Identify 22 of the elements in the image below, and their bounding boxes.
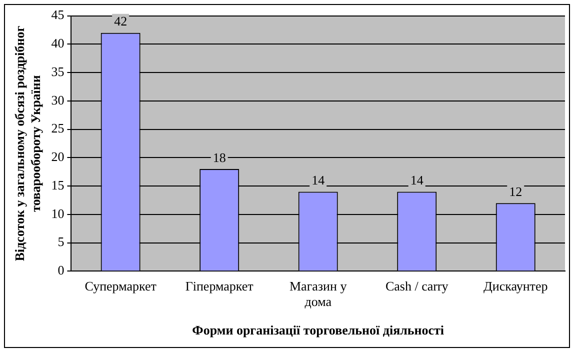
x-tick-label: Дискаунтер	[484, 278, 548, 294]
y-tick-label: 25	[51, 120, 64, 136]
x-axis-title: Форми організації торговельної діяльності	[192, 322, 444, 338]
data-label: 42	[114, 14, 128, 29]
data-label: 18	[212, 150, 226, 165]
y-axis-title: Відсоток у загальному обсязі роздрібног товарообороту України	[12, 26, 43, 262]
y-tick-label: 40	[51, 36, 64, 51]
data-label: 12	[509, 184, 522, 200]
data-label: 14	[410, 172, 424, 188]
x-tick-label: Супермаркет	[84, 278, 157, 294]
x-tick-label: Гіпермаркет	[185, 278, 254, 294]
y-tick-label: 5	[58, 234, 64, 250]
y-tick-label: 0	[58, 262, 64, 278]
y-tick-label: 45	[51, 7, 64, 22]
y-tick-label: 10	[51, 206, 64, 221]
data-label: 14	[312, 172, 326, 188]
x-tick-label: Магазин у дома	[289, 278, 348, 310]
y-tick-label: 30	[51, 92, 64, 108]
y-tick-label: 35	[51, 64, 64, 79]
x-tick-label: Cash / carry	[385, 278, 449, 294]
y-tick-label: 20	[51, 149, 64, 164]
y-tick-label: 15	[51, 177, 64, 192]
